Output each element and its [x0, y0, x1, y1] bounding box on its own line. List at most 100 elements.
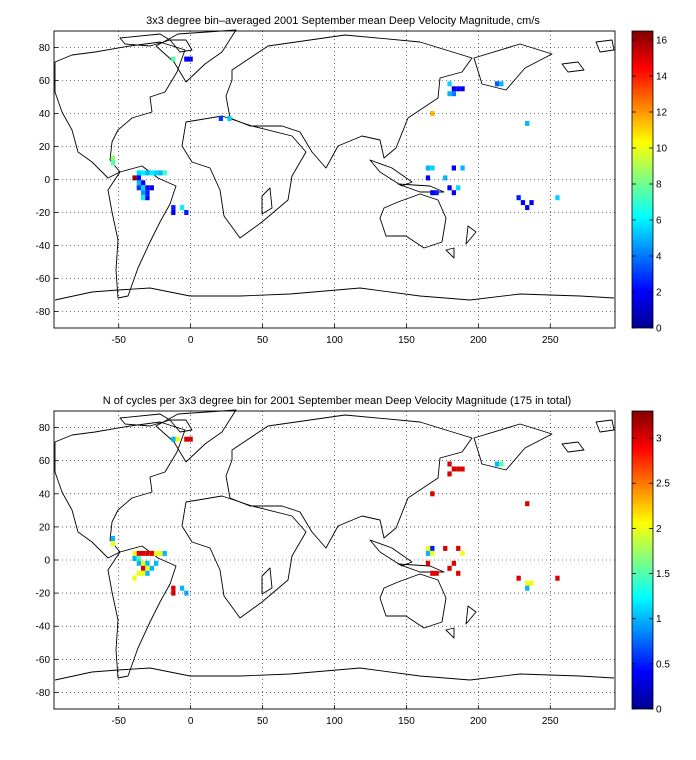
data-cell [171, 436, 176, 442]
data-cell [451, 86, 456, 92]
data-cell [141, 180, 146, 186]
data-cell [145, 560, 150, 566]
x-tick-label: 150 [398, 716, 415, 727]
x-tick-label: 0 [188, 716, 194, 727]
data-cell [132, 575, 137, 581]
data-cell [443, 175, 448, 181]
data-cell [425, 550, 431, 556]
data-cell [132, 175, 137, 181]
data-cell [136, 555, 141, 561]
data-cell [141, 565, 146, 571]
data-cell [529, 580, 534, 586]
x-tick-label: 100 [326, 716, 343, 727]
data-cell [447, 81, 452, 87]
data-cell [145, 565, 150, 571]
colorbar-2 [631, 410, 654, 710]
data-cell [499, 461, 504, 467]
x-tick-label: -50 [112, 335, 127, 346]
data-cell [141, 185, 146, 191]
x-tick-label: 150 [398, 335, 415, 346]
data-cell [460, 466, 465, 472]
colorbar-tick-label: 0 [656, 324, 662, 335]
colorbar-tick-label: 16 [656, 36, 668, 47]
panel-2: N of cycles per 3x3 degree bin for 2001 … [36, 395, 616, 727]
data-cell [141, 570, 146, 576]
map-coastline [54, 409, 615, 681]
data-cell [132, 555, 137, 561]
y-tick-label: 60 [39, 456, 51, 467]
y-tick-label: 80 [39, 43, 51, 54]
data-cell [171, 205, 176, 211]
data-cell [149, 550, 154, 556]
data-cell [451, 466, 456, 472]
data-cell [136, 185, 141, 191]
data-cell [451, 165, 456, 171]
data-cell [149, 185, 154, 191]
data-cell [136, 170, 141, 176]
data-cell [149, 170, 154, 176]
y-tick-label: -40 [36, 241, 51, 252]
y-tick-label: 40 [39, 489, 51, 500]
data-cell [447, 471, 452, 477]
data-cell [145, 550, 150, 556]
data-cell [434, 570, 439, 576]
chart-title: N of cycles per 3x3 degree bin for 2001 … [103, 395, 571, 407]
colorbar-tick-label: 3 [656, 434, 662, 445]
data-cell [162, 550, 167, 556]
data-cell [456, 185, 461, 191]
data-cell [451, 560, 456, 566]
data-cell [179, 205, 185, 211]
data-cell [136, 180, 141, 186]
data-cell [136, 560, 141, 566]
data-cell [516, 195, 521, 201]
data-cell [555, 575, 560, 581]
data-cell [145, 170, 150, 176]
data-cell [430, 491, 435, 497]
data-cell [430, 550, 435, 556]
data-cell [218, 116, 223, 121]
x-tick-label: 250 [542, 335, 559, 346]
data-cell [154, 560, 159, 566]
colorbar-tick-label: 10 [656, 144, 668, 155]
y-tick-label: 20 [39, 142, 51, 153]
data-cell [555, 195, 560, 201]
data-cell [425, 175, 431, 181]
data-cell [110, 536, 116, 541]
data-cell [184, 436, 189, 442]
y-tick-label: 40 [39, 109, 51, 120]
data-cell [494, 81, 500, 87]
y-tick-label: -20 [36, 589, 51, 600]
x-tick-label: 200 [470, 335, 487, 346]
colorbar-tick-label: 12 [656, 108, 668, 119]
data-cell [227, 116, 232, 121]
colorbar-tick-label: 0.5 [656, 659, 670, 670]
data-cell [425, 165, 431, 171]
data-cell [447, 185, 452, 191]
data-cell [141, 560, 146, 566]
data-cell [447, 91, 452, 97]
y-tick-label: 60 [39, 76, 51, 87]
data-cell [460, 165, 465, 171]
data-cell [460, 86, 465, 92]
x-tick-label: 250 [542, 716, 559, 727]
y-tick-label: -60 [36, 655, 51, 666]
y-tick-label: -60 [36, 274, 51, 285]
x-tick-label: 200 [470, 716, 487, 727]
x-tick-label: 100 [326, 335, 343, 346]
data-cell [516, 575, 521, 581]
x-tick-label: 0 [188, 335, 194, 346]
data-cell [460, 550, 465, 556]
data-cell [171, 590, 176, 596]
data-cell [434, 190, 439, 196]
data-cell [494, 461, 500, 467]
x-tick-label: 50 [257, 716, 269, 727]
data-cell [136, 570, 141, 576]
colorbar-tick-label: 2.5 [656, 479, 670, 490]
data-cell [525, 580, 530, 586]
colorbar-tick-label: 0 [656, 705, 662, 716]
data-cell [145, 195, 150, 201]
data-cell [525, 585, 530, 591]
data-cell [110, 155, 116, 161]
data-cell [141, 170, 146, 176]
